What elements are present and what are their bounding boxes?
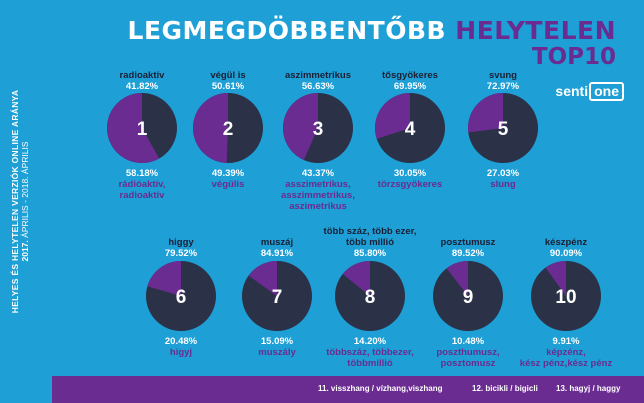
pie-rank-2: 2 — [223, 119, 234, 140]
top-word-4-0: tősgyökeres — [382, 70, 438, 81]
pie-slice-highlight-10 — [545, 261, 566, 296]
top-value-3: 56.63% — [302, 81, 335, 92]
bottom-value-10: 9.91% — [553, 336, 580, 347]
pie-slice-highlight-3 — [283, 93, 318, 161]
top-word-10-0: készpénz — [545, 237, 587, 248]
bottom-word-5-0: slung — [490, 179, 516, 190]
bottom-word-10-0: képzénz, — [546, 347, 586, 358]
pie-chart-5 — [468, 93, 538, 163]
pie-rank-6: 6 — [176, 287, 187, 308]
bottom-word-7-0: muszály — [258, 347, 296, 358]
bottom-word-6-0: higyj — [170, 347, 192, 358]
top-value-7: 84.91% — [261, 248, 294, 259]
title-line-2: TOP10 — [531, 44, 616, 70]
pie-rank-7: 7 — [272, 287, 283, 308]
bottom-value-9: 10.48% — [452, 336, 485, 347]
bottom-word-8-0: többszáz, többezer, — [326, 347, 414, 358]
pie-rank-8: 8 — [365, 287, 376, 308]
bottom-value-4: 30.05% — [394, 168, 427, 179]
bottom-word-3-1: asszimmetrikus, — [281, 190, 355, 201]
pie-rank-3: 3 — [313, 119, 324, 140]
top-word-5-0: svung — [489, 70, 517, 81]
bottom-word-1-0: rádióaktív, — [119, 179, 166, 190]
pie-chart-3 — [283, 93, 353, 163]
top-word-9-0: posztumusz — [441, 237, 496, 248]
bottom-value-7: 15.09% — [261, 336, 294, 347]
footer-item-11: 11. visszhang / vízhang,viszhang — [318, 384, 443, 393]
top-value-9: 89.52% — [452, 248, 485, 259]
bottom-word-10-1: kész pénz,kész pénz — [520, 358, 613, 369]
pie-rank-10: 10 — [555, 287, 576, 308]
pie-slice-highlight-8 — [342, 261, 370, 296]
pie-rank-4: 4 — [405, 119, 416, 140]
bottom-word-4-0: törzsgyökeres — [378, 179, 442, 190]
pie-chart-4 — [375, 93, 445, 163]
bottom-word-8-1: többmillió — [347, 358, 393, 369]
logo-text-part-2: one — [589, 82, 624, 101]
sentione-logo: senti one — [555, 82, 624, 101]
top-value-4: 69.95% — [394, 81, 427, 92]
pie-slice-highlight-1 — [106, 93, 160, 163]
pie-rank-9: 9 — [463, 287, 474, 308]
pie-slice-highlight-5 — [468, 93, 503, 133]
pie-slice-highlight-7 — [248, 261, 277, 296]
pie-chart-9 — [433, 261, 503, 331]
top-word-8-0: több száz, több ezer, — [324, 226, 417, 237]
bottom-word-1-1: radioaktív — [120, 190, 166, 201]
bottom-word-9-1: posztomusz — [441, 358, 496, 369]
title-line-1: LEGMEGDÖBBENTŐBB HELYTELEN — [128, 16, 616, 45]
bottom-value-3: 43.37% — [302, 168, 335, 179]
pie-chart-2 — [193, 93, 263, 163]
pie-slice-highlight-9 — [446, 261, 468, 296]
top-word-6-0: higgy — [168, 237, 194, 248]
pie-chart-7 — [242, 261, 312, 331]
footer-bar: 11. visszhang / vízhang,viszhang 12. bic… — [52, 376, 644, 403]
top-value-10: 90.09% — [550, 248, 583, 259]
top-value-1: 41.82% — [126, 81, 159, 92]
bottom-word-9-0: poszthumusz, — [436, 347, 499, 358]
top-value-5: 72.97% — [487, 81, 520, 92]
pie-chart-1 — [106, 93, 177, 163]
pie-rank-1: 1 — [137, 119, 148, 140]
top-word-3-0: aszimmetrikus — [285, 70, 351, 81]
top-word-2-0: végül is — [210, 70, 245, 81]
top-value-6: 79.52% — [165, 248, 198, 259]
top-value-8: 85.80% — [354, 248, 387, 259]
pie-chart-6 — [146, 261, 216, 331]
pie-slice-highlight-4 — [375, 93, 410, 139]
top-word-8-1: több millió — [346, 237, 394, 248]
pie-rank-5: 5 — [498, 119, 509, 140]
bottom-value-8: 14.20% — [354, 336, 387, 347]
pie-slice-highlight-2 — [193, 93, 228, 163]
bottom-word-3-0: asszimetrikus, — [285, 179, 350, 190]
footer-item-13: 13. hagyj / haggy — [556, 384, 621, 393]
footer-item-12: 12. bicikli / bigicli — [472, 384, 538, 393]
bottom-value-6: 20.48% — [165, 336, 198, 347]
pie-chart-10 — [531, 261, 601, 331]
top-word-1-0: radioaktív — [120, 70, 166, 81]
bottom-value-5: 27.03% — [487, 168, 520, 179]
top-word-7-0: muszáj — [261, 237, 293, 248]
pie-slice-highlight-6 — [147, 261, 181, 296]
title-part-2: HELYTELEN — [455, 16, 616, 45]
bottom-word-3-2: aszimetrikus — [289, 201, 347, 212]
logo-text-part-1: senti — [555, 83, 589, 99]
title-part-1: LEGMEGDÖBBENTŐBB — [127, 16, 447, 45]
pie-chart-8 — [335, 261, 405, 331]
bottom-word-2-0: végülis — [212, 179, 245, 190]
bottom-value-2: 49.39% — [212, 168, 245, 179]
top-value-2: 50.61% — [212, 81, 245, 92]
bottom-value-1: 58.18% — [126, 168, 159, 179]
